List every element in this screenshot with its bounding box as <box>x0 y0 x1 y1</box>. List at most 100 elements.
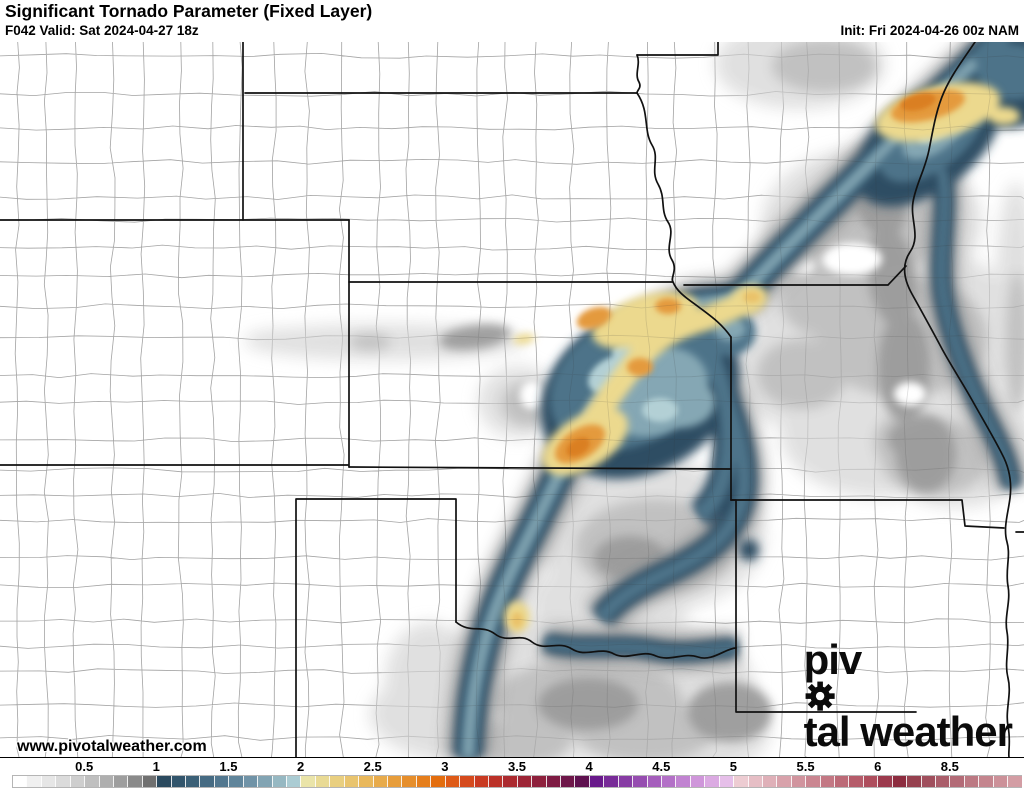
colorbar-cell <box>386 776 402 787</box>
colorbar-cell <box>790 776 806 787</box>
colorbar-cell <box>372 776 387 787</box>
colorbar-cell <box>675 776 690 787</box>
colorbar-cell <box>271 776 287 787</box>
colorbar <box>12 775 1022 788</box>
colorbar-cell <box>531 776 546 787</box>
colorbar-cell <box>992 776 1008 787</box>
colorbar-cell <box>459 776 474 787</box>
colorbar-cell <box>55 776 70 787</box>
colorbar-tick-label: 8.5 <box>940 759 959 774</box>
colorbar-cell <box>487 776 503 787</box>
colorbar-cell <box>444 776 460 787</box>
colorbar-cell <box>199 776 214 787</box>
stp-shading-grey-dark <box>439 145 956 742</box>
colorbar-footer: 0.5 1 1.5 2 2.5 3 3.5 4 4.5 5 5.5 6 8.5 <box>0 757 1024 791</box>
colorbar-cell <box>300 776 315 787</box>
colorbar-cell <box>978 776 993 787</box>
colorbar-cell <box>26 776 41 787</box>
colorbar-cell <box>834 776 849 787</box>
colorbar-cell <box>877 776 892 787</box>
colorbar-cell <box>84 776 99 787</box>
colorbar-cell <box>805 776 820 787</box>
colorbar-cell <box>286 776 301 787</box>
colorbar-cell <box>632 776 647 787</box>
colorbar-cell <box>430 776 445 787</box>
county-lines-overlay <box>0 42 1024 757</box>
colorbar-cell <box>185 776 200 787</box>
colorbar-tick-label: 4 <box>585 759 593 774</box>
colorbar-cell <box>1007 776 1022 787</box>
valid-time-label: F042 Valid: Sat 2024-04-27 18z <box>5 23 199 38</box>
colorbar-cell <box>935 776 950 787</box>
colorbar-tick-label: 1 <box>152 759 160 774</box>
colorbar-cell <box>40 776 56 787</box>
colorbar-cell <box>747 776 762 787</box>
page-title: Significant Tornado Parameter (Fixed Lay… <box>5 1 373 21</box>
state-borders <box>0 42 1024 757</box>
colorbar-cell <box>761 776 777 787</box>
stp-shading-holes <box>520 243 926 409</box>
colorbar-cell <box>862 776 878 787</box>
colorbar-cell <box>170 776 186 787</box>
colorbar-cell <box>127 776 142 787</box>
colorbar-cell <box>848 776 863 787</box>
colorbar-tick-label: 5.5 <box>796 759 815 774</box>
colorbar-cell <box>660 776 676 787</box>
colorbar-tick-label: 2 <box>296 759 305 774</box>
logo-text-left: piv <box>803 635 863 683</box>
gear-icon <box>805 681 835 711</box>
colorbar-cell <box>689 776 705 787</box>
colorbar-cell <box>343 776 359 787</box>
colorbar-cell <box>415 776 431 787</box>
colorbar-tick-label: 2.5 <box>363 759 382 774</box>
colorbar-cell <box>588 776 604 787</box>
colorbar-cell <box>545 776 561 787</box>
logo-text-right: tal weather <box>803 708 1013 755</box>
colorbar-tick-label: 3.5 <box>507 759 527 774</box>
colorbar-tick-label: 5 <box>729 759 738 774</box>
colorbar-cell <box>733 776 748 787</box>
colorbar-cell <box>358 776 373 787</box>
colorbar-cell <box>502 776 517 787</box>
colorbar-tick-label: 0.5 <box>75 759 94 774</box>
colorbar-cell <box>141 776 157 787</box>
colorbar-cell <box>891 776 907 787</box>
watermark-url: www.pivotalweather.com <box>17 738 207 755</box>
colorbar-tick-label: 3 <box>441 759 449 774</box>
colorbar-cell <box>906 776 921 787</box>
colorbar-cell <box>314 776 330 787</box>
colorbar-cell <box>473 776 488 787</box>
colorbar-cell <box>98 776 113 787</box>
colorbar-cell <box>228 776 243 787</box>
colorbar-cell <box>112 776 128 787</box>
colorbar-tick-label: 1.5 <box>219 759 238 774</box>
colorbar-cell <box>718 776 734 787</box>
colorbar-cell <box>242 776 258 787</box>
colorbar-cell <box>704 776 719 787</box>
colorbar-cell <box>819 776 835 787</box>
colorbar-cell <box>560 776 575 787</box>
header: Significant Tornado Parameter (Fixed Lay… <box>0 0 1024 42</box>
colorbar-cell <box>516 776 532 787</box>
colorbar-cell <box>69 776 85 787</box>
colorbar-cell <box>646 776 661 787</box>
colorbar-cell <box>963 776 979 787</box>
pivotal-weather-logo: piv tal weather <box>803 635 1013 755</box>
colorbar-cell <box>949 776 964 787</box>
colorbar-cell <box>617 776 633 787</box>
colorbar-cell <box>156 776 171 787</box>
init-time-label: Init: Fri 2024-04-26 00z NAM <box>840 23 1019 38</box>
colorbar-cell <box>920 776 935 787</box>
stp-shading-orange-deep <box>566 93 936 457</box>
map-canvas <box>0 42 1024 757</box>
colorbar-cell <box>213 776 229 787</box>
colorbar-tick-label: 6 <box>874 759 882 774</box>
colorbar-cell <box>776 776 791 787</box>
colorbar-cell <box>257 776 272 787</box>
colorbar-cell <box>574 776 589 787</box>
colorbar-cell <box>329 776 344 787</box>
colorbar-cell <box>603 776 618 787</box>
weather-map: www.pivotalweather.com piv tal weather <box>0 42 1024 757</box>
colorbar-cell <box>401 776 416 787</box>
